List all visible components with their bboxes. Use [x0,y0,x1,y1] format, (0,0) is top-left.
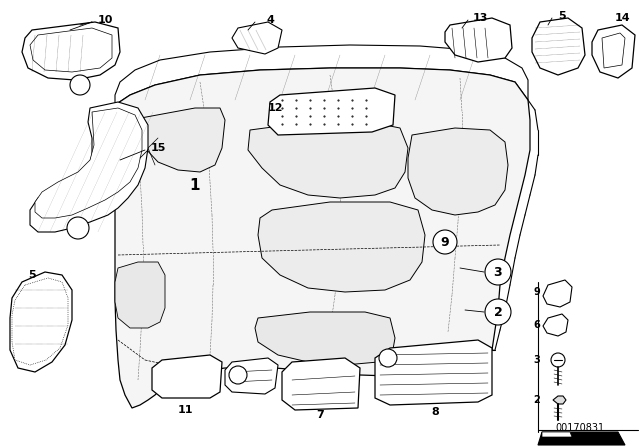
Text: 15: 15 [150,143,166,153]
Polygon shape [282,358,360,410]
Text: 6: 6 [76,80,84,90]
Polygon shape [225,358,278,394]
Polygon shape [115,68,530,408]
Text: 12: 12 [268,103,283,113]
Polygon shape [255,312,395,365]
Polygon shape [602,33,625,68]
Text: 11: 11 [177,405,193,415]
Text: 8: 8 [431,407,439,417]
Circle shape [379,349,397,367]
Polygon shape [543,280,572,307]
Text: 6: 6 [385,353,392,363]
Circle shape [229,366,247,384]
Polygon shape [258,202,425,292]
Text: 3: 3 [533,355,540,365]
Circle shape [67,217,89,239]
Polygon shape [115,262,165,328]
Text: 6: 6 [533,320,540,330]
Polygon shape [248,122,408,198]
Polygon shape [543,314,568,336]
Polygon shape [553,396,566,404]
Circle shape [485,299,511,325]
Circle shape [485,259,511,285]
Polygon shape [152,355,222,398]
Polygon shape [232,22,282,54]
Text: 00170831: 00170831 [556,423,605,433]
Text: 14: 14 [614,13,630,23]
Polygon shape [375,340,492,405]
Polygon shape [30,28,112,72]
Text: 6: 6 [235,370,241,380]
Polygon shape [408,128,508,215]
Text: 5: 5 [558,11,566,21]
Polygon shape [30,102,148,232]
Polygon shape [115,45,528,105]
Circle shape [433,230,457,254]
Text: 7: 7 [316,410,324,420]
Text: 6: 6 [74,223,82,233]
Polygon shape [542,432,572,437]
Polygon shape [532,18,585,75]
Polygon shape [12,278,68,365]
Polygon shape [35,108,142,218]
Polygon shape [128,108,225,172]
Polygon shape [22,22,120,80]
Circle shape [70,75,90,95]
Text: 3: 3 [493,266,502,279]
Text: 9: 9 [441,236,449,249]
Polygon shape [538,432,625,445]
Text: 4: 4 [266,15,274,25]
Text: 2: 2 [493,306,502,319]
Text: 5: 5 [28,270,36,280]
Text: 13: 13 [472,13,488,23]
Polygon shape [445,18,512,62]
Polygon shape [268,88,395,135]
Polygon shape [592,25,635,78]
Text: 2: 2 [533,395,540,405]
Text: 9: 9 [533,287,540,297]
Polygon shape [10,272,72,372]
Text: 1: 1 [189,177,200,193]
Text: 10: 10 [97,15,113,25]
